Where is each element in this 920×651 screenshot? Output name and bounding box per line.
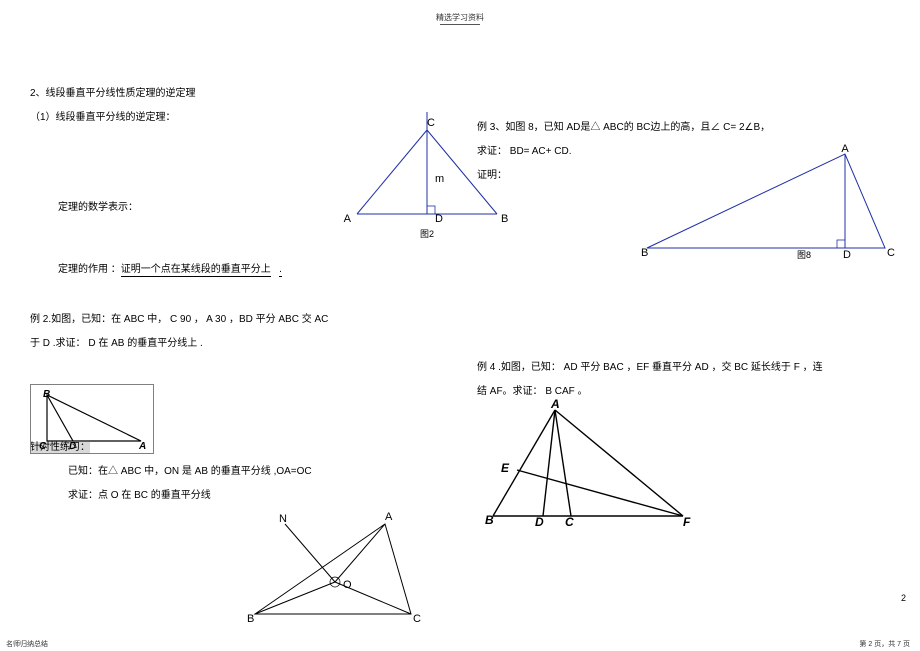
fig-ex4-b: B: [485, 513, 494, 527]
fig-ex4-a: A: [550, 398, 560, 411]
fig-on-o: O: [343, 579, 352, 591]
fig8-a: A: [841, 143, 849, 155]
fig-ex4-f: F: [683, 515, 691, 528]
fig-ex4-d: D: [535, 515, 544, 528]
fig8-b: B: [641, 247, 648, 259]
targeted-given: 已知：在△ ABC 中，ON 是 AB 的垂直平分线 ,OA=OC: [68, 464, 460, 480]
fig-on-a: A: [385, 511, 393, 523]
example-4-line1: 例 4 .如图，已知： AD 平分 BAC ，EF 垂直平分 AD ，交 BC …: [477, 360, 907, 376]
footer-left: 名师归纳总结: [6, 639, 48, 649]
fig-ex4-c: C: [565, 515, 574, 528]
right-column: 例 3、如图 8，已知 AD是△ ABC的 BC边上的高，且∠ C= 2∠B， …: [477, 120, 907, 408]
theorem-role-period: .: [279, 264, 282, 277]
example-2-line1: 例 2.如图，已知：在 ABC 中， C 90 ， A 30 ，BD 平分 AB…: [30, 312, 460, 328]
fig8-d: D: [843, 249, 851, 261]
figure-onabc: N O A B C: [235, 504, 445, 624]
section-2-title: 2、线段垂直平分线性质定理的逆定理: [30, 86, 460, 102]
fig2-point-d: D: [435, 213, 443, 225]
fig-bcd-c: C: [39, 441, 47, 451]
fig2-label-m: m: [435, 173, 444, 185]
figure-bcd: B C D A: [37, 389, 147, 451]
theorem-role-underlined: 证明一个点在某线段的垂直平分上: [121, 264, 271, 277]
theorem-role-label: 定理的作用 ：: [58, 264, 121, 275]
targeted-prove: 求证：点 O 在 BC 的垂直平分线: [68, 488, 460, 504]
fig8-caption: 图8: [797, 250, 811, 260]
fig-bcd-b: B: [43, 389, 50, 400]
fig-on-b: B: [247, 613, 254, 624]
fig2-caption: 图2: [420, 229, 434, 239]
fig-on-n: N: [279, 513, 287, 525]
page-header-title: 精选学习资料: [436, 12, 484, 23]
figure-8: A B C D 图8: [637, 142, 897, 262]
fig8-c: C: [887, 247, 895, 259]
theorem-role: 定理的作用 ：证明一个点在某线段的垂直平分上 .: [58, 262, 460, 278]
fig2-point-a: A: [344, 213, 352, 225]
header-underline: [440, 24, 480, 25]
example-2-line2: 于 D .求证： D 在 AB 的垂直平分线上 .: [30, 336, 460, 352]
page-number: 2: [901, 593, 906, 603]
fig2-point-c: C: [427, 117, 435, 129]
fig-on-c: C: [413, 613, 421, 624]
fig-bcd-a: A: [138, 441, 146, 451]
left-column: 2、线段垂直平分线性质定理的逆定理 （1）线段垂直平分线的逆定理： C A B …: [30, 86, 460, 512]
fig-bcd-d: D: [69, 441, 76, 451]
figure-ex4: A B C D E F: [483, 398, 703, 528]
fig-ex4-e: E: [501, 461, 510, 475]
footer-right: 第 2 页，共 7 页: [859, 639, 910, 649]
example-3-line1: 例 3、如图 8，已知 AD是△ ABC的 BC边上的高，且∠ C= 2∠B，: [477, 120, 907, 136]
